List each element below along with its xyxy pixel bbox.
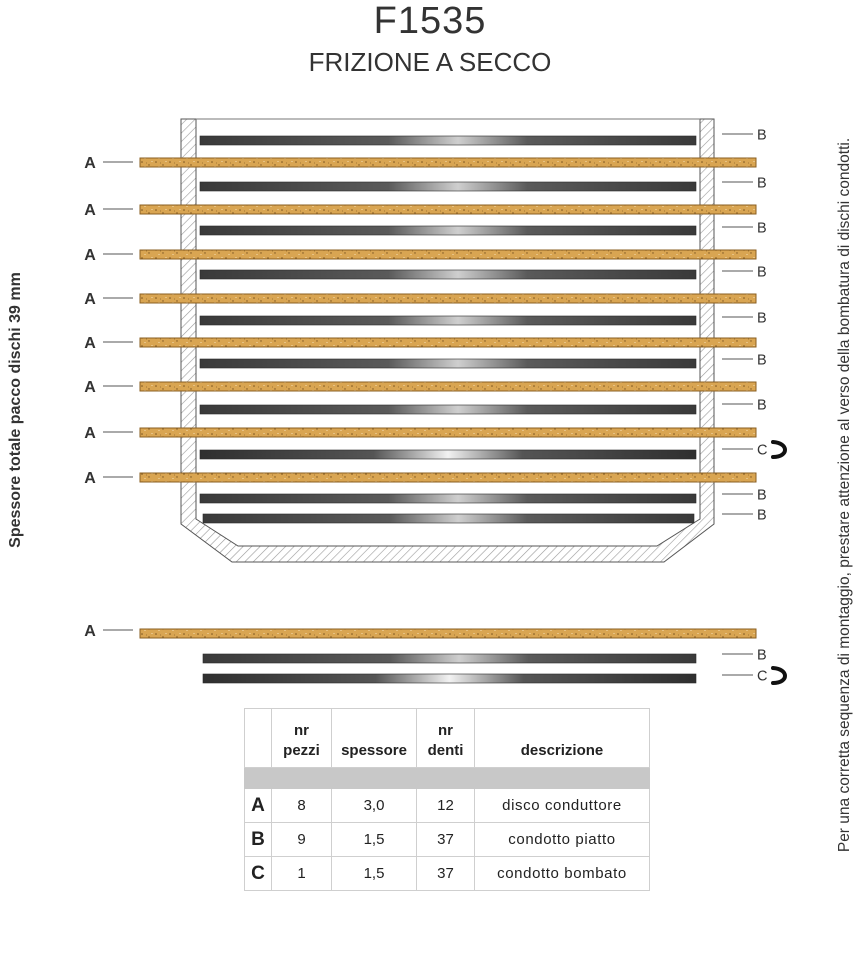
header-spessore: spessore <box>331 708 417 768</box>
label-b: B <box>757 265 767 281</box>
table-spacer-row <box>244 767 650 789</box>
header-spessore-label: spessore <box>341 742 407 759</box>
header-code <box>244 708 272 768</box>
label-a: A <box>84 155 96 172</box>
row-descrizione: disco conduttore <box>474 788 650 823</box>
label-b: B <box>757 508 767 524</box>
label-b: B <box>757 176 767 192</box>
dome-direction-icon <box>771 666 787 685</box>
label-c: C <box>757 669 767 685</box>
flat-steel-disc <box>202 653 697 664</box>
label-b: B <box>757 221 767 237</box>
row-spessore: 1,5 <box>331 822 417 857</box>
row-spessore: 1,5 <box>331 856 417 891</box>
page-title: F1535 <box>373 0 487 42</box>
friction-disc <box>139 628 757 639</box>
label-a: A <box>84 291 96 308</box>
label-a: A <box>84 379 96 396</box>
label-a: A <box>84 425 96 442</box>
flat-steel-disc <box>199 269 697 280</box>
row-descrizione: condotto piatto <box>474 822 650 857</box>
flat-steel-disc <box>199 225 697 236</box>
table-header-row: nr pezzi spessore nr denti descrizione <box>244 708 650 768</box>
friction-disc <box>139 204 757 215</box>
table-row: A 8 3,0 12 disco conduttore <box>244 788 650 823</box>
row-code: B <box>244 822 272 857</box>
table-row: B 9 1,5 37 condotto piatto <box>244 822 650 857</box>
page-subtitle: FRIZIONE A SECCO <box>308 47 552 77</box>
header-pezzi-line1: nr <box>294 722 309 739</box>
flat-steel-disc <box>199 181 697 192</box>
flat-steel-disc <box>199 315 697 326</box>
row-spessore: 3,0 <box>331 788 417 823</box>
flat-steel-disc <box>199 493 697 504</box>
label-a: A <box>84 623 96 640</box>
header-descrizione: descrizione <box>474 708 650 768</box>
flat-steel-disc <box>199 358 697 369</box>
label-b: B <box>757 648 767 664</box>
domed-steel-disc <box>202 673 697 684</box>
row-pezzi: 9 <box>271 822 332 857</box>
friction-disc <box>139 381 757 392</box>
flat-steel-disc <box>199 404 697 415</box>
row-denti: 37 <box>416 856 475 891</box>
label-a: A <box>84 335 96 352</box>
row-code: C <box>244 856 272 891</box>
header-denti: nr denti <box>416 708 475 768</box>
friction-disc <box>139 337 757 348</box>
parts-table: nr pezzi spessore nr denti descrizione A… <box>244 708 650 891</box>
label-a: A <box>84 470 96 487</box>
friction-disc <box>139 293 757 304</box>
row-pezzi: 1 <box>271 856 332 891</box>
friction-disc <box>139 157 757 168</box>
friction-disc <box>139 427 757 438</box>
row-denti: 37 <box>416 822 475 857</box>
row-code: A <box>244 788 272 823</box>
label-a: A <box>84 202 96 219</box>
label-b: B <box>757 128 767 144</box>
flat-steel-disc <box>202 513 695 524</box>
loose-discs: A BC <box>84 623 787 685</box>
friction-disc <box>139 472 757 483</box>
row-descrizione: condotto bombato <box>474 856 650 891</box>
header-denti-line1: nr <box>438 722 453 739</box>
row-pezzi: 8 <box>271 788 332 823</box>
flat-steel-disc <box>199 135 697 146</box>
header-denti-line2: denti <box>427 742 464 759</box>
domed-steel-disc <box>199 449 697 460</box>
label-c: C <box>757 443 767 459</box>
label-b: B <box>757 488 767 504</box>
header-pezzi-line2: pezzi <box>283 742 320 759</box>
row-denti: 12 <box>416 788 475 823</box>
label-b: B <box>757 353 767 369</box>
table-row: C 1 1,5 37 condotto bombato <box>244 856 650 891</box>
label-b: B <box>757 311 767 327</box>
dome-direction-icon <box>771 440 787 459</box>
label-a: A <box>84 247 96 264</box>
header-descrizione-label: descrizione <box>520 742 604 759</box>
friction-disc <box>139 249 757 260</box>
header-pezzi: nr pezzi <box>271 708 332 768</box>
label-b: B <box>757 398 767 414</box>
